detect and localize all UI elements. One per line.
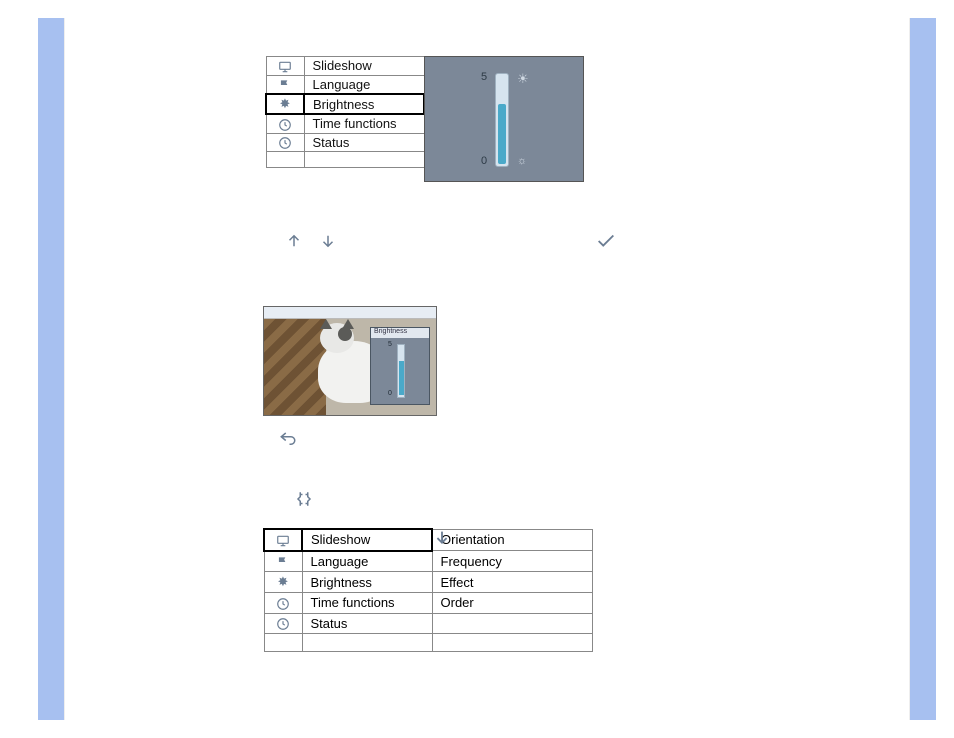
- clock-icon: [278, 135, 292, 150]
- clock-icon: [276, 595, 290, 610]
- up-arrow-icon[interactable]: [285, 230, 309, 255]
- floor-pattern: [264, 319, 326, 416]
- document-page: Slideshow Language ✸ Brightness Time: [64, 18, 910, 720]
- cat-patch: [338, 327, 352, 341]
- menu-label: Time functions: [313, 116, 397, 131]
- page-margin-right: [910, 18, 936, 720]
- clock-icon: [278, 116, 292, 131]
- menu-row-brightness[interactable]: ✸ Brightness: [266, 94, 424, 114]
- preview-topbar: [264, 307, 436, 319]
- photo-preview: Brightness 5 0: [263, 306, 437, 416]
- popup-title: Brightness: [371, 328, 429, 338]
- down-arrow-icon[interactable]: [319, 230, 337, 255]
- menu-label: Brightness: [311, 575, 372, 590]
- clock-icon: [276, 616, 290, 631]
- settings-menu-with-submenu: Slideshow Orientation Language Frequency…: [263, 528, 593, 652]
- menu-label: Time functions: [311, 595, 395, 610]
- menu-row-slideshow[interactable]: Slideshow: [266, 57, 424, 76]
- submenu-label[interactable]: Order: [441, 595, 474, 610]
- brightness-menu-figure: Slideshow Language ✸ Brightness Time: [265, 56, 584, 182]
- popup-max: 5: [388, 341, 392, 348]
- menu-row-language[interactable]: Language Frequency: [264, 551, 592, 572]
- submenu-label[interactable]: Effect: [441, 575, 474, 590]
- menu-row-language[interactable]: Language: [266, 75, 424, 94]
- monitor-icon: [278, 58, 292, 73]
- sun-bright-icon: ☀: [517, 71, 529, 87]
- menu-label: Language: [313, 77, 371, 92]
- menu-row-status[interactable]: Status: [266, 133, 424, 152]
- brightness-max-label: 5: [481, 71, 487, 83]
- flag-icon: [276, 554, 290, 569]
- menu-row-status[interactable]: Status: [264, 613, 592, 634]
- menu-row-empty: [264, 634, 592, 652]
- menu-label: Brightness: [313, 97, 374, 112]
- menu-row-time[interactable]: Time functions: [266, 114, 424, 133]
- brightness-fill: [498, 104, 506, 164]
- popup-fill: [399, 361, 404, 395]
- sun-icon: ✸: [278, 574, 289, 589]
- page-margin-left: [38, 18, 64, 720]
- settings-menu: Slideshow Language ✸ Brightness Time: [265, 56, 425, 168]
- photo-preview-figure: Brightness 5 0: [263, 306, 437, 416]
- submenu-label[interactable]: Orientation: [441, 532, 505, 547]
- menu-row-slideshow[interactable]: Slideshow Orientation: [264, 529, 592, 551]
- menu-label: Slideshow: [311, 532, 370, 547]
- tools-icon[interactable]: [295, 490, 313, 513]
- cat-ear: [320, 319, 332, 329]
- menu-row-brightness[interactable]: ✸ Brightness Effect: [264, 572, 592, 593]
- menu-label: Status: [311, 616, 348, 631]
- brightness-min-label: 0: [481, 155, 487, 167]
- back-icon[interactable]: [277, 430, 299, 454]
- submenu-label[interactable]: Frequency: [441, 554, 502, 569]
- flag-icon: [278, 77, 292, 92]
- sun-dim-icon: ☼: [517, 155, 527, 167]
- menu-label: Status: [313, 135, 350, 150]
- popup-min: 0: [388, 390, 392, 397]
- brightness-slider-panel: 5 0 ☀ ☼: [424, 56, 584, 182]
- menu-label: Language: [311, 554, 369, 569]
- menu-label: Slideshow: [313, 58, 372, 73]
- sun-icon: ✸: [280, 96, 291, 111]
- nav-arrows: [285, 230, 347, 256]
- brightness-popup: Brightness 5 0: [370, 327, 430, 405]
- monitor-icon: [276, 532, 290, 547]
- confirm-icon[interactable]: [595, 230, 617, 258]
- menu-row-time[interactable]: Time functions Order: [264, 593, 592, 614]
- slideshow-submenu-figure: Slideshow Orientation Language Frequency…: [263, 528, 593, 652]
- menu-row-empty: [266, 152, 424, 168]
